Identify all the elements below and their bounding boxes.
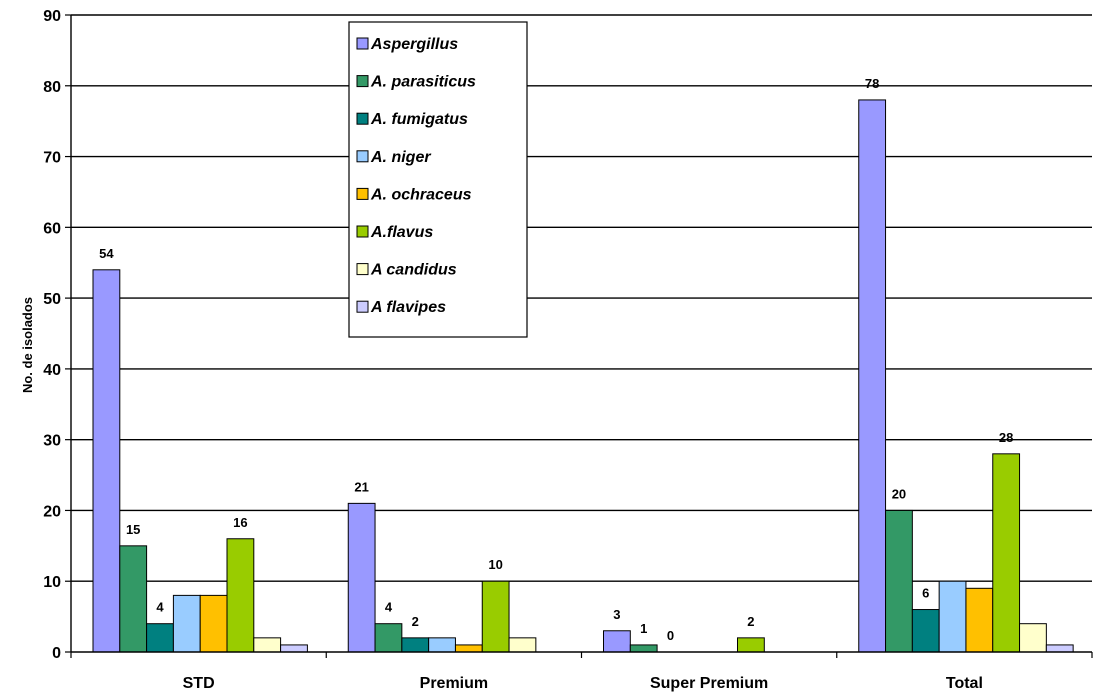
data-label: 10 [488,557,502,572]
legend-swatch [356,112,369,125]
data-label: 15 [126,522,140,537]
bar [146,623,174,653]
legend-label: A flavipes [370,299,446,316]
bar [280,644,308,653]
legend-label: Aspergillus [370,36,458,53]
data-label: 20 [892,486,906,501]
bar [428,637,456,653]
legend-swatch [356,187,369,200]
data-label: 28 [999,430,1013,445]
legend-swatch [356,263,369,276]
data-label: 4 [385,600,393,615]
bar [1045,644,1074,653]
legend-label: A. ochraceus [370,186,472,203]
bar [172,594,201,653]
axes [70,15,1093,658]
legend-label: A. niger [370,149,431,166]
x-category-label: Super Premium [650,675,768,692]
y-tick-label: 40 [43,362,61,379]
data-label: 21 [354,479,368,494]
bar [226,538,255,653]
bar [629,644,658,653]
bar [199,594,228,653]
legend-swatch [356,225,369,238]
data-label: 16 [233,515,247,530]
y-tick-label: 90 [43,8,61,25]
x-axis-categories: STD Premium Super Premium Total [183,675,983,692]
bar [938,580,967,653]
bar [965,587,994,653]
bar [253,637,282,653]
bar [119,545,148,653]
legend-swatch [356,75,369,88]
legend: Aspergillus A. parasiticus A. fumigatus A. … [348,21,528,338]
y-tick-label: 20 [43,503,61,520]
gridlines [71,14,1092,582]
data-label: 4 [156,600,164,615]
bar [454,644,483,653]
y-tick-label: 50 [43,291,61,308]
bar [737,637,765,653]
y-tick-label: 80 [43,79,61,96]
bars [92,99,1074,653]
bar [603,630,631,653]
bar [374,623,403,653]
data-label: 2 [412,614,419,629]
y-tick-label: 0 [52,645,61,662]
bar [1019,623,1047,653]
legend-label: A. fumigatus [370,111,468,128]
legend-swatch [356,37,369,50]
x-category-label: Total [946,675,983,692]
bar [508,637,537,653]
y-tick-label: 10 [43,574,61,591]
x-category-label: STD [183,675,215,692]
bar [347,502,376,653]
x-category-label: Premium [420,675,488,692]
data-label: 54 [99,246,114,261]
data-label: 78 [865,76,879,91]
y-tick-label: 60 [43,220,61,237]
y-tick-label: 30 [43,433,61,450]
legend-swatch [356,150,369,163]
bar [858,99,887,653]
legend-swatch [356,300,369,313]
data-label: 2 [747,614,754,629]
data-label: 1 [640,621,647,636]
data-label: 0 [667,628,674,643]
legend-label: A candidus [370,262,457,279]
y-axis-label: No. de isolados [20,297,35,393]
bar [992,453,1021,653]
bar [401,637,430,653]
bar [911,609,940,653]
bar [481,580,510,653]
y-tick-label: 70 [43,150,61,167]
legend-box [348,21,528,338]
data-label: 6 [922,586,929,601]
bar [92,269,121,653]
y-axis-ticks: 0 10 20 30 40 50 60 70 80 90 [43,8,71,662]
legend-label: A.flavus [370,224,433,241]
legend-label: A. parasiticus [370,74,476,91]
bar [885,509,913,653]
data-label: 3 [613,607,620,622]
